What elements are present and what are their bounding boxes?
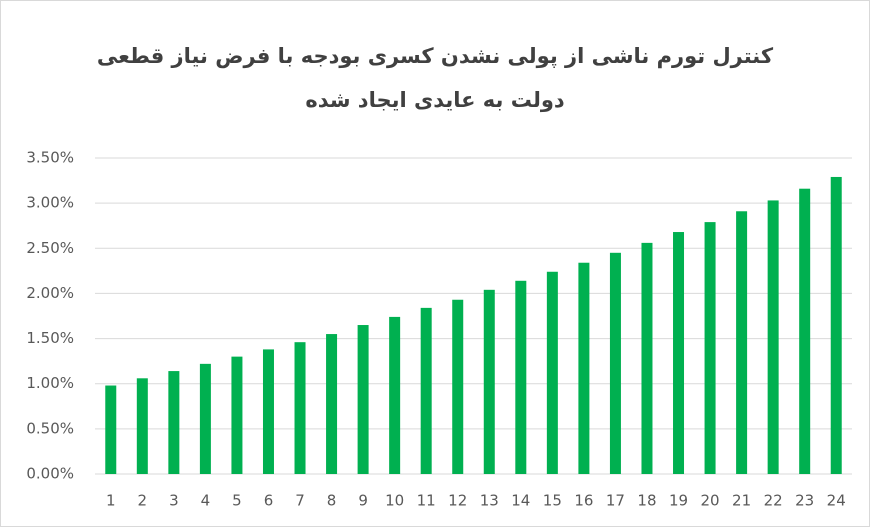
x-tick-label: 19 [669, 492, 688, 510]
x-tick-label: 12 [448, 492, 467, 510]
x-tick-label: 24 [827, 492, 846, 510]
x-tick-label: 4 [201, 492, 211, 510]
chart-title: دولت به عایدی ایجاد شده [305, 88, 565, 112]
bar [168, 371, 180, 474]
x-tick-label: 8 [327, 492, 337, 510]
y-tick-label: 1.00% [26, 374, 74, 392]
bar [420, 307, 432, 474]
bar [830, 176, 842, 474]
x-tick-label: 15 [543, 492, 562, 510]
x-tick-label: 21 [732, 492, 751, 510]
x-tick-label: 7 [295, 492, 305, 510]
bar [231, 356, 243, 474]
x-tick-label: 6 [264, 492, 274, 510]
y-tick-label: 0.00% [26, 465, 74, 483]
bar [326, 334, 338, 474]
bar [609, 252, 621, 474]
bar [799, 188, 811, 474]
bar [199, 363, 211, 474]
bar [105, 385, 117, 474]
y-tick-label: 2.00% [26, 284, 74, 302]
x-tick-label: 1 [106, 492, 116, 510]
y-tick-label: 0.50% [26, 419, 74, 437]
bar [357, 325, 369, 474]
x-tick-label: 18 [637, 492, 656, 510]
bar [673, 232, 685, 474]
x-tick-label: 16 [574, 492, 593, 510]
x-tick-label: 23 [795, 492, 814, 510]
x-tick-label: 14 [511, 492, 530, 510]
y-tick-label: 2.50% [26, 239, 74, 257]
bar [136, 378, 148, 474]
bar [641, 242, 653, 474]
x-tick-label: 5 [232, 492, 242, 510]
bar [262, 349, 274, 474]
x-tick-label: 22 [764, 492, 783, 510]
x-tick-label: 13 [480, 492, 499, 510]
y-tick-label: 3.00% [26, 194, 74, 212]
x-tick-label: 20 [701, 492, 720, 510]
x-tick-label: 2 [138, 492, 148, 510]
bar [483, 289, 495, 474]
y-tick-label: 3.50% [26, 149, 74, 167]
bar [294, 342, 306, 474]
bar [389, 316, 401, 474]
x-tick-label: 9 [358, 492, 368, 510]
bar [546, 271, 558, 474]
x-tick-label: 10 [385, 492, 404, 510]
bar [515, 280, 527, 474]
bar [736, 211, 748, 475]
y-tick-label: 1.50% [26, 329, 74, 347]
bar [704, 222, 716, 474]
bar [767, 200, 779, 475]
bar [452, 299, 464, 474]
x-tick-label: 17 [606, 492, 625, 510]
x-tick-label: 11 [417, 492, 436, 510]
x-tick-label: 3 [169, 492, 179, 510]
bar [578, 262, 590, 474]
chart-title: کنترل تورم ناشی از پولی نشدن کسری بودجه … [97, 44, 774, 68]
